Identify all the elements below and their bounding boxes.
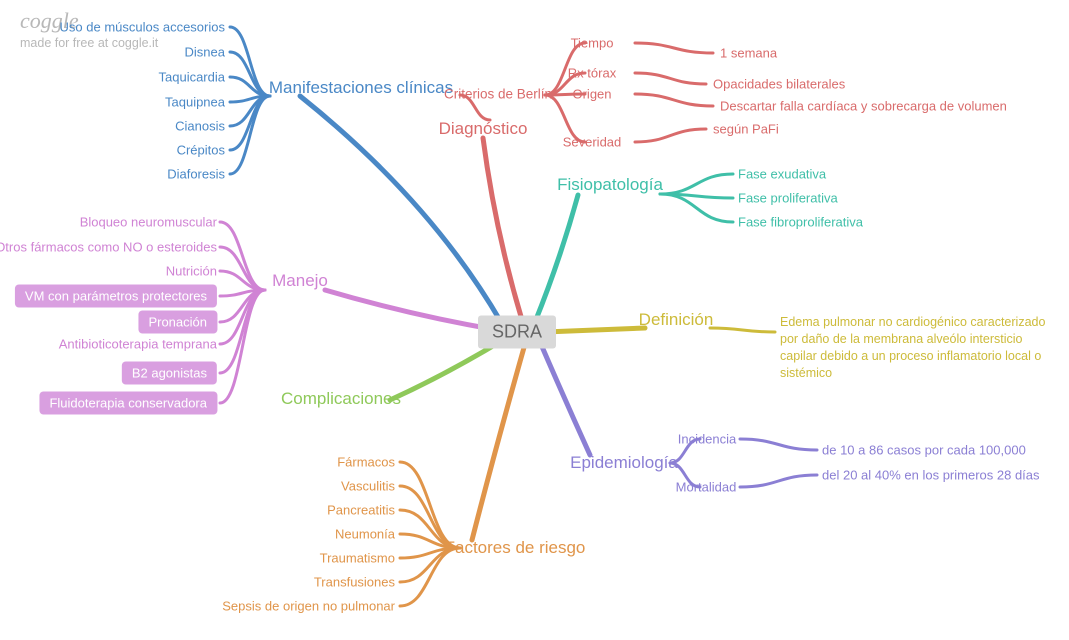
leaf-fisio-2: Fase fibroproliferativa xyxy=(738,215,863,230)
branch-complicaciones: Complicaciones xyxy=(281,389,401,409)
leaf-factor-1: Vasculitis xyxy=(341,479,395,494)
leaf-manif-2: Taquicardia xyxy=(159,70,226,85)
leaf-manejo-5: Antibioticoterapia temprana xyxy=(59,337,217,352)
branch-definicion: Definición xyxy=(639,310,714,330)
leaf-manejo-7: Fluidoterapia conservadora xyxy=(39,392,217,415)
epi-sub-0: Incidencia xyxy=(678,432,737,447)
leaf-manif-5: Crépitos xyxy=(177,143,225,158)
leaf-manejo-0: Bloqueo neuromuscular xyxy=(80,215,217,230)
leaf-manif-6: Diaforesis xyxy=(167,167,225,182)
branch-diagnostico: Diagnóstico xyxy=(439,119,528,139)
leaf-manif-4: Cianosis xyxy=(175,119,225,134)
branch-manejo: Manejo xyxy=(272,271,328,291)
diag-det-3: según PaFi xyxy=(713,122,779,137)
leaf-factor-6: Sepsis de origen no pulmonar xyxy=(222,599,395,614)
diag-leaf-2: Origen xyxy=(572,87,611,102)
leaf-manejo-3: VM con parámetros protectores xyxy=(15,285,217,308)
leaf-fisio-0: Fase exudativa xyxy=(738,167,826,182)
leaf-manejo-1: Otros fármacos como NO o esteroides xyxy=(0,240,217,255)
epi-det-1: del 20 al 40% en los primeros 28 días xyxy=(822,468,1040,483)
diag-det-1: Opacidades bilaterales xyxy=(713,77,845,92)
diag-leaf-0: Tiempo xyxy=(571,36,614,51)
leaf-fisio-1: Fase proliferativa xyxy=(738,191,838,206)
leaf-factor-5: Transfusiones xyxy=(314,575,395,590)
leaf-manejo-4: Pronación xyxy=(138,311,217,334)
definicion-detail: Edema pulmonar no cardiogénico caracteri… xyxy=(780,314,1050,382)
diag-leaf-1: Rx tórax xyxy=(568,66,616,81)
epi-det-0: de 10 a 86 casos por cada 100,000 xyxy=(822,443,1026,458)
leaf-manejo-6: B2 agonistas xyxy=(122,362,217,385)
branch-manifestaciones: Manifestaciones clínicas xyxy=(269,78,453,98)
diag-det-0: 1 semana xyxy=(720,46,777,61)
leaf-manif-1: Disnea xyxy=(185,45,225,60)
leaf-factor-3: Neumonía xyxy=(335,527,395,542)
leaf-manejo-2: Nutrición xyxy=(166,264,217,279)
leaf-factor-0: Fármacos xyxy=(337,455,395,470)
leaf-manif-3: Taquipnea xyxy=(165,95,225,110)
diag-leaf-3: Severidad xyxy=(563,135,622,150)
epi-sub-1: Mortalidad xyxy=(676,480,737,495)
branch-factores: Factores de riesgo xyxy=(445,538,586,558)
diag-det-2: Descartar falla cardíaca y sobrecarga de… xyxy=(720,99,1007,114)
leaf-factor-2: Pancreatitis xyxy=(327,503,395,518)
leaf-factor-4: Traumatismo xyxy=(320,551,395,566)
leaf-manif-0: Uso de músculos accesorios xyxy=(60,20,225,35)
branch-fisiopatologia: Fisiopatología xyxy=(557,175,663,195)
center-node: SDRA xyxy=(478,316,556,349)
branch-epidemiologia: Epidemiología xyxy=(570,453,678,473)
diag-criterios: Criterios de Berlín xyxy=(444,87,552,102)
